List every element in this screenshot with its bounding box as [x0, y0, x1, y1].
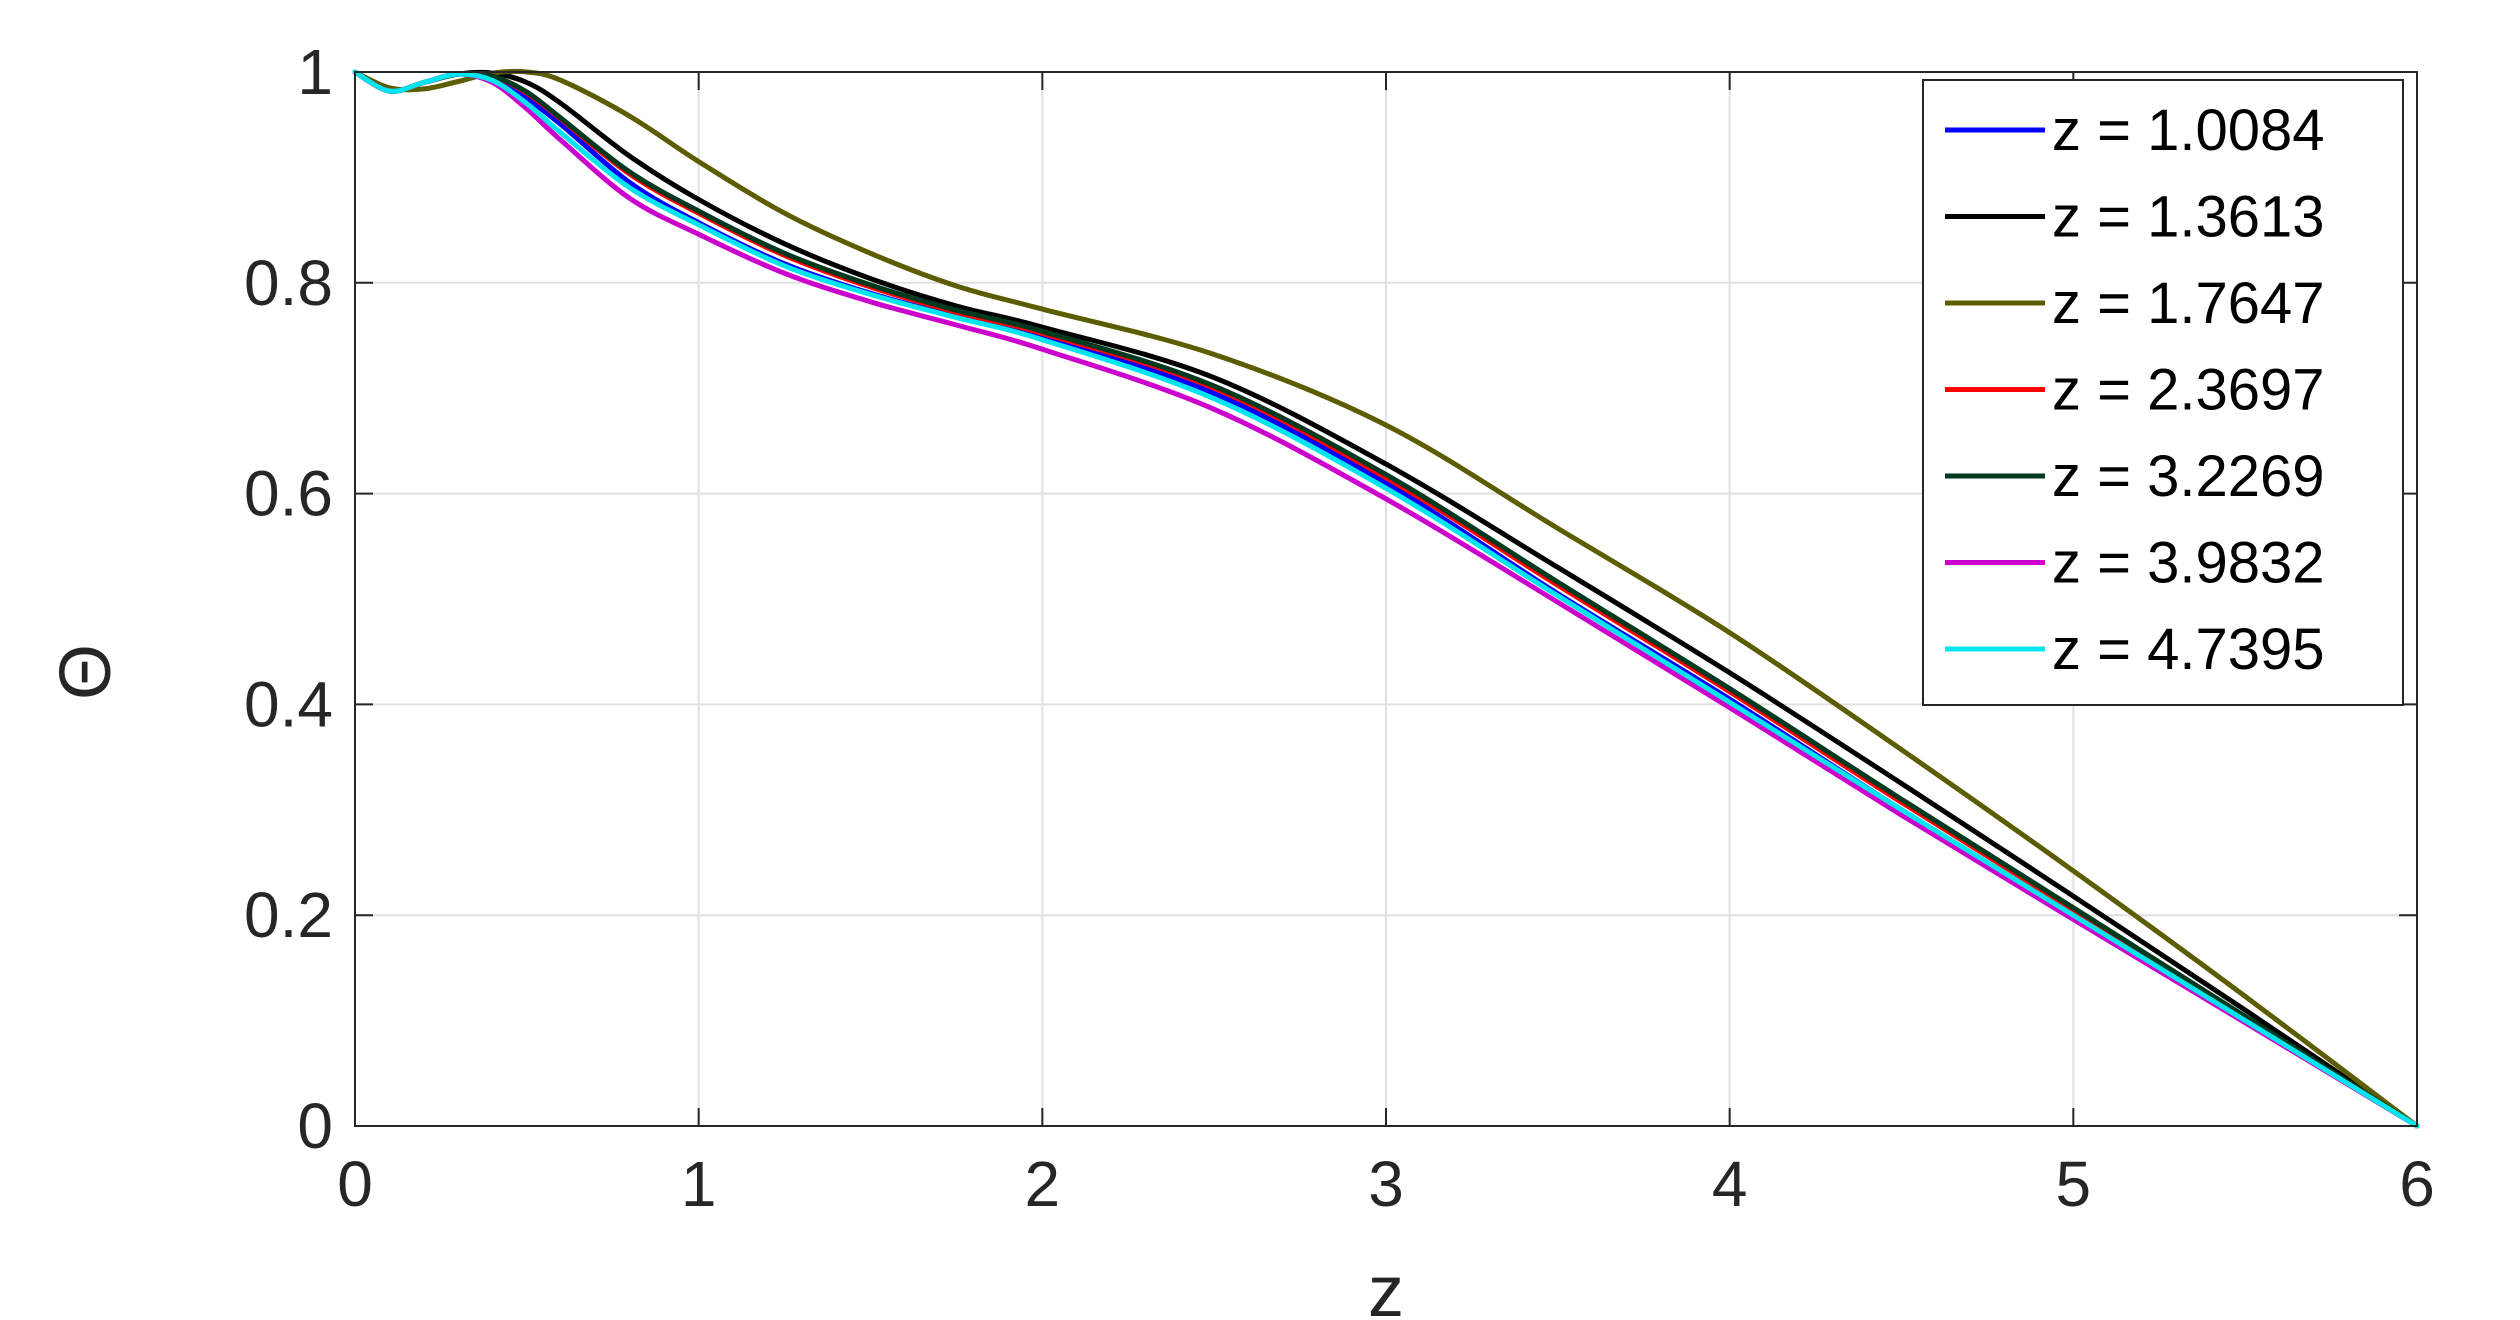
- series-line-7: [352, 69, 2420, 1129]
- legend-box: [1922, 79, 2404, 706]
- x-tick-label: 0: [337, 1148, 373, 1220]
- legend-entry-label: z = 3.2269: [2052, 444, 2325, 509]
- x-tick-label: 2: [1025, 1148, 1061, 1220]
- legend-entry-label: z = 2.3697: [2052, 358, 2325, 423]
- series-line-6: [352, 69, 2420, 1129]
- legend: z = 1.0084 z = 1.3613 z = 1.7647 z = 2.3697…: [1922, 79, 2404, 706]
- x-tick-label: 1: [681, 1148, 717, 1220]
- legend-entry-label: z = 1.7647: [2052, 271, 2325, 336]
- x-axis-label: z: [1368, 1252, 1404, 1320]
- x-tick-label: 4: [1712, 1148, 1748, 1220]
- legend-entry-label: z = 3.9832: [2052, 531, 2325, 596]
- y-axis-label: Θ: [46, 644, 126, 700]
- y-tick-label: 0: [297, 1090, 333, 1162]
- x-tick-label: 5: [2056, 1148, 2092, 1220]
- x-tick-label: 6: [2399, 1148, 2435, 1220]
- ticks: 0 1 2 3 4 5 6 0 0.2 0.4 0.6 0.8 1: [244, 36, 2435, 1220]
- legend-entry-label: z = 4.7395: [2052, 617, 2325, 682]
- y-tick-label: 0.6: [244, 458, 333, 530]
- y-tick-label: 0.2: [244, 879, 333, 951]
- y-tick-label: 1: [297, 36, 333, 108]
- y-tick-label: 0.4: [244, 668, 333, 740]
- x-tick-label: 3: [1368, 1148, 1404, 1220]
- y-tick-label: 0.8: [244, 247, 333, 319]
- legend-entry-label: z = 1.0084: [2052, 98, 2325, 163]
- series-line-5: [352, 69, 2420, 1129]
- legend-entry-label: z = 1.3613: [2052, 185, 2325, 250]
- series-line-2: [352, 69, 2420, 1129]
